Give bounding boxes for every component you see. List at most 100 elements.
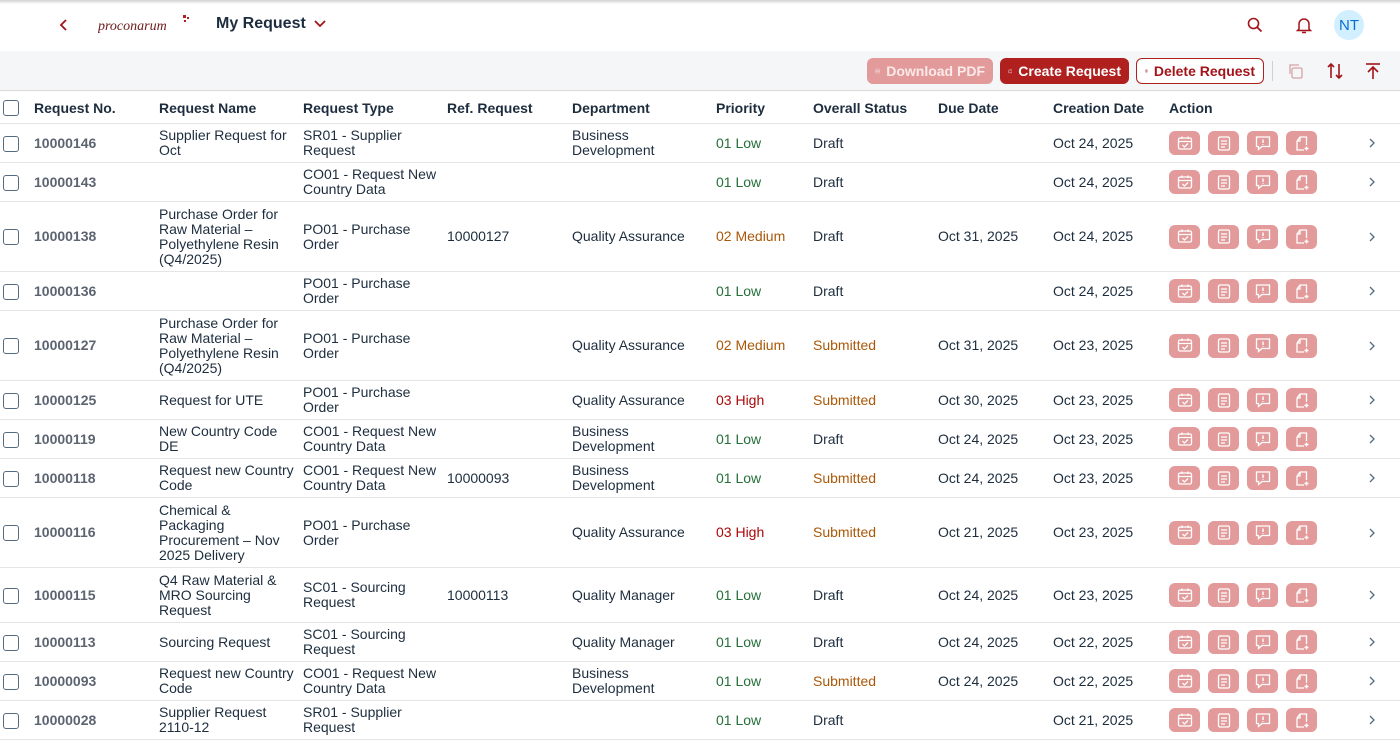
scroll-to-top-button[interactable]: [1363, 61, 1383, 81]
form-action-button[interactable]: [1208, 279, 1239, 303]
row-navigation[interactable]: [1368, 568, 1376, 622]
add-document-action-button[interactable]: [1286, 170, 1317, 194]
comment-action-button[interactable]: [1247, 131, 1278, 155]
calendar-check-action-button[interactable]: [1169, 131, 1200, 155]
table-row[interactable]: 10000146 Supplier Request for Oct SR01 - S…: [0, 124, 1400, 163]
table-row[interactable]: 10000028 Supplier Request 2110-12 SR01 - S…: [0, 701, 1400, 740]
row-checkbox[interactable]: [3, 229, 19, 245]
table-row[interactable]: 10000143 CO01 - Request New Country Data 0…: [0, 163, 1400, 202]
column-header-request-type[interactable]: Request Type: [303, 100, 394, 116]
form-action-button[interactable]: [1208, 669, 1239, 693]
comment-action-button[interactable]: [1247, 170, 1278, 194]
add-document-action-button[interactable]: [1286, 520, 1317, 545]
row-checkbox[interactable]: [3, 136, 19, 152]
form-action-button[interactable]: [1208, 170, 1239, 194]
calendar-check-action-button[interactable]: [1169, 427, 1200, 451]
calendar-check-action-button[interactable]: [1169, 466, 1200, 490]
column-header-overall-status[interactable]: Overall Status: [813, 100, 908, 116]
form-action-button[interactable]: [1208, 224, 1239, 249]
add-document-action-button[interactable]: [1286, 333, 1317, 358]
sort-button[interactable]: [1325, 61, 1345, 81]
form-action-button[interactable]: [1208, 630, 1239, 654]
add-document-action-button[interactable]: [1286, 466, 1317, 490]
table-row[interactable]: 10000113 Sourcing Request SC01 - Sourcing …: [0, 623, 1400, 662]
notifications-button[interactable]: [1294, 15, 1314, 35]
comment-action-button[interactable]: [1247, 583, 1278, 607]
copy-button[interactable]: [1286, 61, 1306, 81]
table-row[interactable]: 10000125 Request for UTE PO01 - Purchase O…: [0, 381, 1400, 420]
search-button[interactable]: [1245, 15, 1265, 35]
row-navigation[interactable]: [1368, 623, 1376, 661]
form-action-button[interactable]: [1208, 131, 1239, 155]
row-checkbox[interactable]: [3, 525, 19, 541]
row-navigation[interactable]: [1368, 163, 1376, 201]
column-header-priority[interactable]: Priority: [716, 100, 766, 116]
column-header-request-no[interactable]: Request No.: [34, 100, 116, 116]
row-checkbox[interactable]: [3, 432, 19, 448]
table-row[interactable]: 10000118 Request new Country Code CO01 - R…: [0, 459, 1400, 498]
comment-action-button[interactable]: [1247, 630, 1278, 654]
comment-action-button[interactable]: [1247, 279, 1278, 303]
form-action-button[interactable]: [1208, 583, 1239, 607]
form-action-button[interactable]: [1208, 333, 1239, 358]
row-checkbox[interactable]: [3, 175, 19, 191]
comment-action-button[interactable]: [1247, 708, 1278, 732]
calendar-check-action-button[interactable]: [1169, 520, 1200, 545]
calendar-check-action-button[interactable]: [1169, 388, 1200, 412]
download-pdf-button[interactable]: PDF Download PDF: [867, 58, 993, 84]
calendar-check-action-button[interactable]: [1169, 224, 1200, 249]
table-row[interactable]: 10000136 PO01 - Purchase Order 01 Low Draft…: [0, 272, 1400, 311]
delete-request-button[interactable]: Delete Request: [1136, 58, 1264, 84]
row-checkbox[interactable]: [3, 338, 19, 354]
column-header-creation-date[interactable]: Creation Date: [1053, 100, 1145, 116]
column-header-request-name[interactable]: Request Name: [159, 100, 257, 116]
row-checkbox[interactable]: [3, 471, 19, 487]
add-document-action-button[interactable]: [1286, 224, 1317, 249]
row-checkbox[interactable]: [3, 393, 19, 409]
add-document-action-button[interactable]: [1286, 583, 1317, 607]
column-header-ref-request[interactable]: Ref. Request: [447, 100, 533, 116]
row-navigation[interactable]: [1368, 498, 1376, 567]
row-navigation[interactable]: [1368, 311, 1376, 380]
row-navigation[interactable]: [1368, 202, 1376, 271]
table-row[interactable]: 10000115 Q4 Raw Material & MRO Sourcing R…: [0, 568, 1400, 623]
create-request-button[interactable]: Create Request: [1000, 58, 1129, 84]
table-row[interactable]: 10000116 Chemical & Packaging Procurement…: [0, 498, 1400, 568]
comment-action-button[interactable]: [1247, 669, 1278, 693]
calendar-check-action-button[interactable]: [1169, 583, 1200, 607]
select-all-checkbox[interactable]: [3, 100, 19, 116]
form-action-button[interactable]: [1208, 388, 1239, 412]
row-navigation[interactable]: [1368, 701, 1376, 739]
row-checkbox[interactable]: [3, 284, 19, 300]
add-document-action-button[interactable]: [1286, 708, 1317, 732]
form-action-button[interactable]: [1208, 520, 1239, 545]
calendar-check-action-button[interactable]: [1169, 630, 1200, 654]
row-checkbox[interactable]: [3, 588, 19, 604]
comment-action-button[interactable]: [1247, 333, 1278, 358]
row-checkbox[interactable]: [3, 674, 19, 690]
comment-action-button[interactable]: [1247, 520, 1278, 545]
back-button[interactable]: [54, 14, 74, 36]
table-row[interactable]: 10000093 Request new Country Code CO01 - R…: [0, 662, 1400, 701]
add-document-action-button[interactable]: [1286, 131, 1317, 155]
comment-action-button[interactable]: [1247, 466, 1278, 490]
app-title-menu[interactable]: My Request: [216, 15, 326, 33]
column-header-due-date[interactable]: Due Date: [938, 100, 999, 116]
comment-action-button[interactable]: [1247, 224, 1278, 249]
calendar-check-action-button[interactable]: [1169, 669, 1200, 693]
row-checkbox[interactable]: [3, 635, 19, 651]
column-header-department[interactable]: Department: [572, 100, 650, 116]
form-action-button[interactable]: [1208, 427, 1239, 451]
table-row[interactable]: 10000119 New Country Code DE CO01 - Reques…: [0, 420, 1400, 459]
form-action-button[interactable]: [1208, 708, 1239, 732]
row-navigation[interactable]: [1368, 459, 1376, 497]
row-navigation[interactable]: [1368, 420, 1376, 458]
calendar-check-action-button[interactable]: [1169, 170, 1200, 194]
add-document-action-button[interactable]: [1286, 427, 1317, 451]
row-navigation[interactable]: [1368, 124, 1376, 162]
row-navigation[interactable]: [1368, 272, 1376, 310]
add-document-action-button[interactable]: [1286, 388, 1317, 412]
calendar-check-action-button[interactable]: [1169, 279, 1200, 303]
table-row[interactable]: 10000138 Purchase Order for Raw Material …: [0, 202, 1400, 272]
comment-action-button[interactable]: [1247, 427, 1278, 451]
